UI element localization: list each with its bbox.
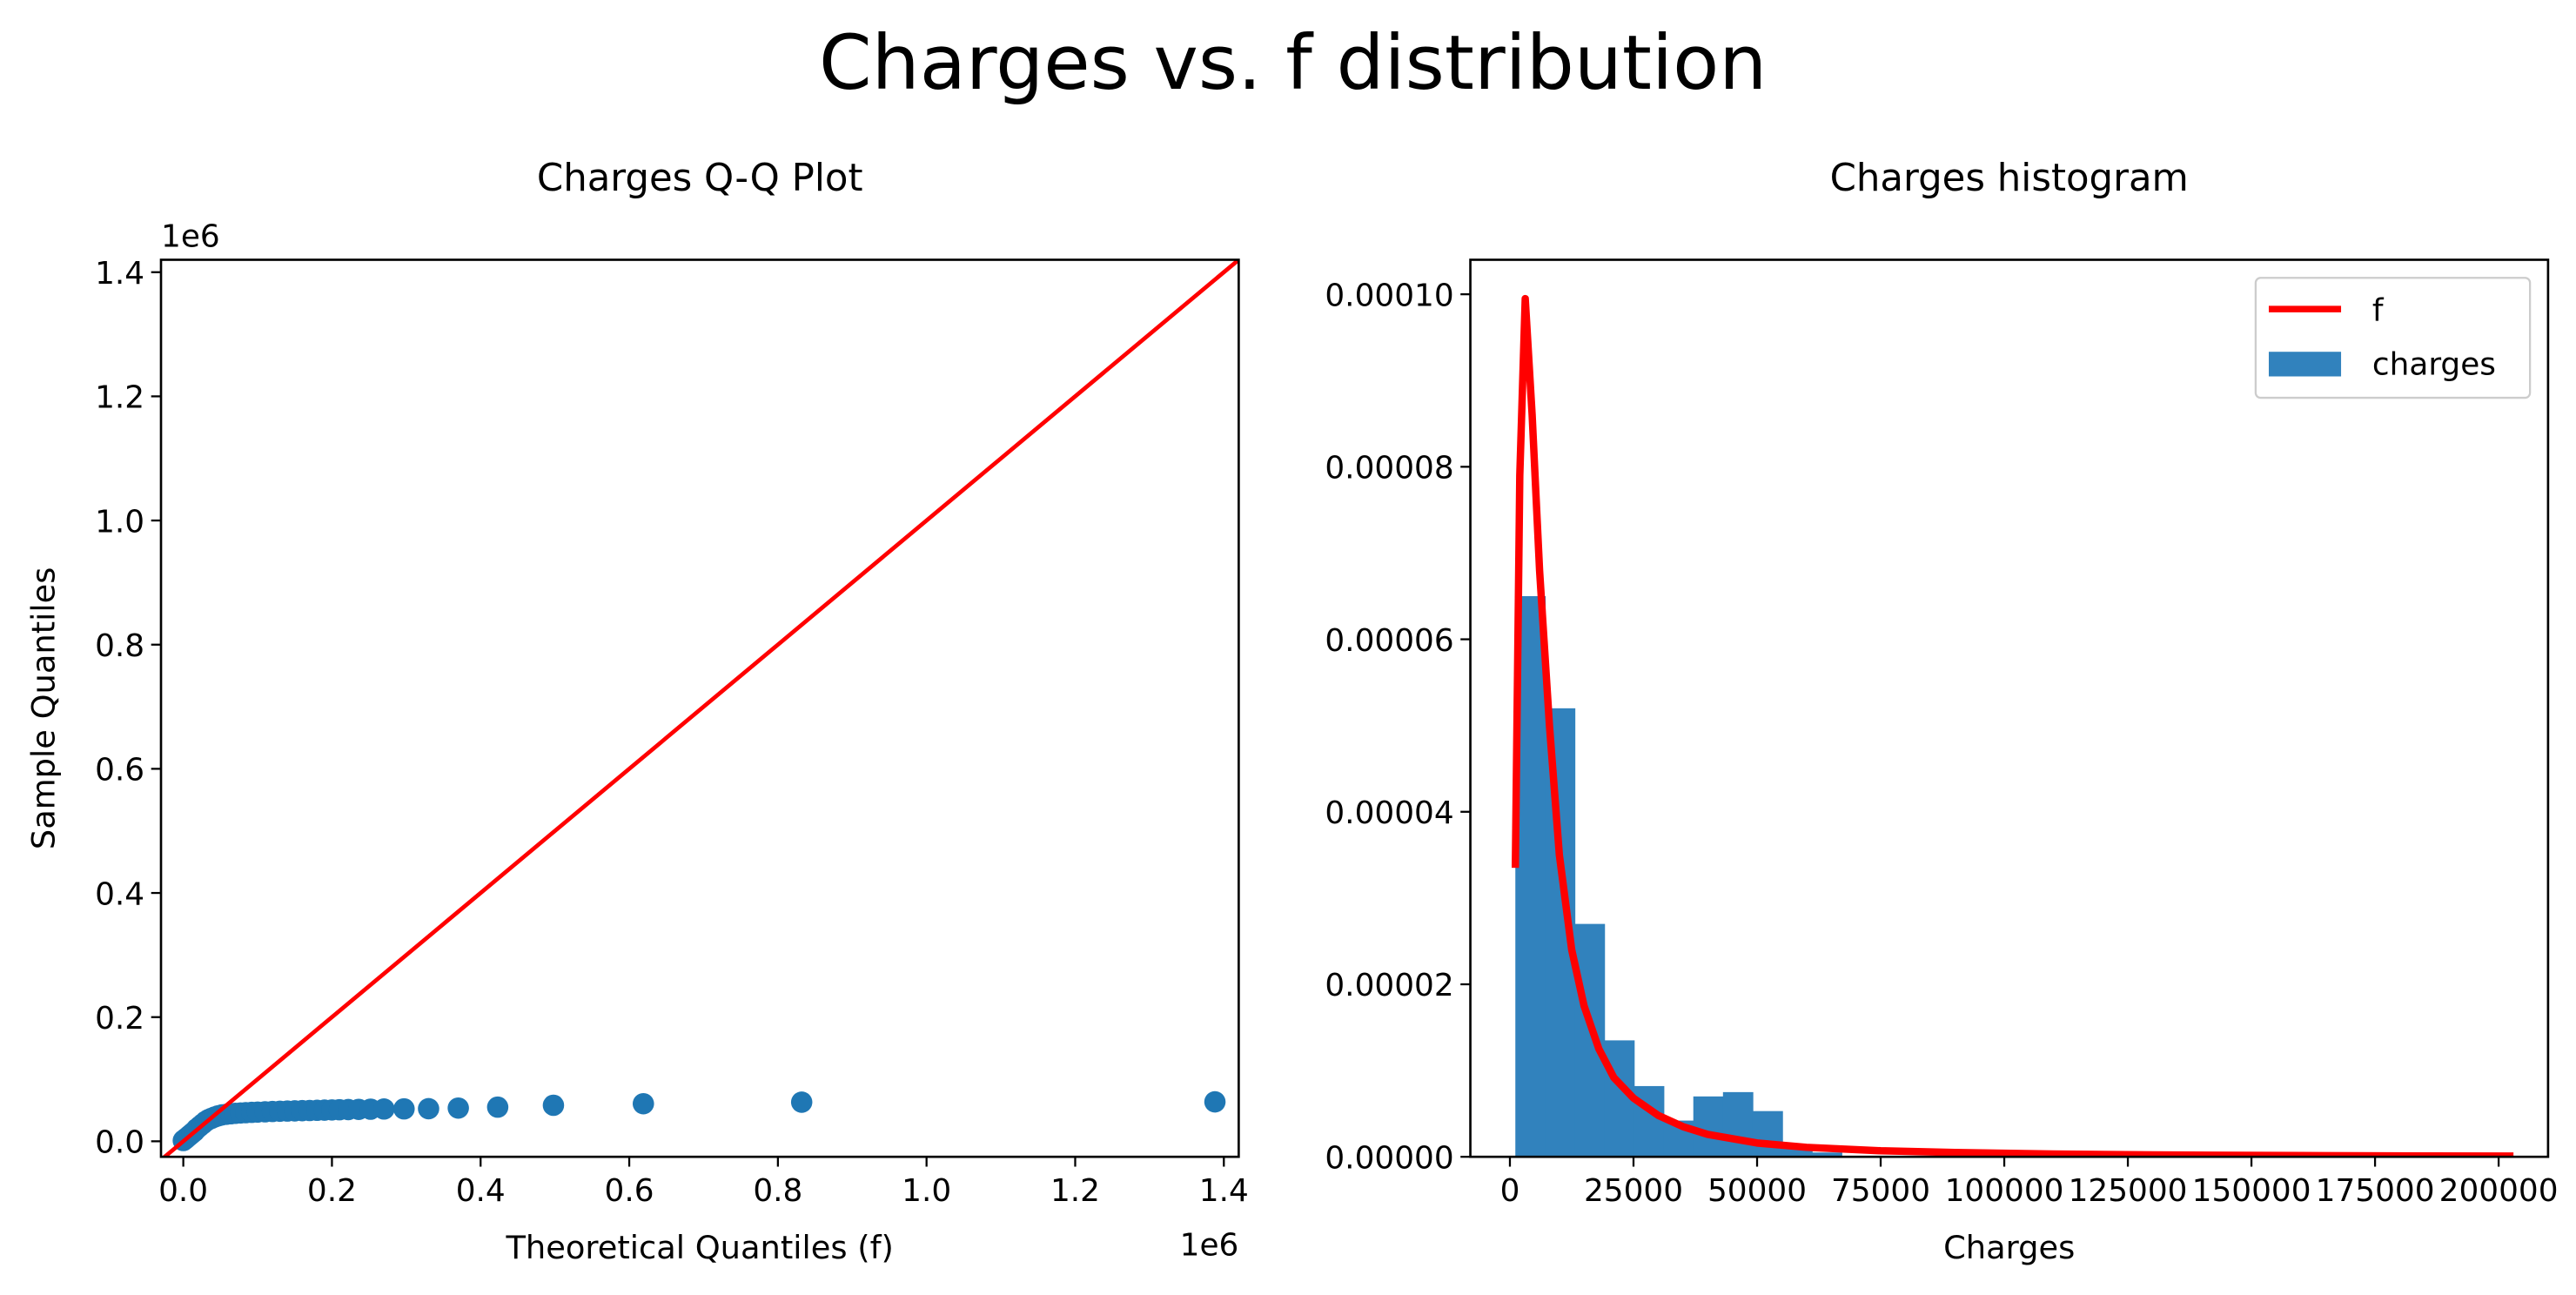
f-density-line	[1511, 294, 2514, 1157]
histogram-y-axis: 0.00000 0.00002 0.00004 0.00006 0.00008 0.000…	[1325, 278, 1471, 1176]
histogram-y-tick-label: 0.00008	[1325, 451, 1453, 486]
qq-x-axis-label: Theoretical Quantiles (f)	[505, 1229, 893, 1266]
histogram-y-tick-label: 0.00006	[1325, 623, 1453, 659]
figure-title: Charges vs. f distribution	[819, 19, 1767, 107]
histogram-x-tick-label: 50000	[1707, 1173, 1807, 1209]
histogram-x-tick-label: 175000	[2316, 1173, 2435, 1209]
qq-plot-frame	[159, 258, 1240, 1158]
qq-y-tick-label: 0.0	[95, 1125, 144, 1161]
qq-y-tick-label: 1.0	[95, 504, 144, 540]
qq-plot-marks	[161, 259, 1239, 1157]
qq-point	[633, 1092, 654, 1115]
qq-x-tick-label: 0.0	[158, 1173, 208, 1209]
legend-f-label: f	[2372, 292, 2385, 328]
histogram-x-tick-label: 0	[1500, 1173, 1520, 1209]
qq-point	[393, 1097, 415, 1120]
qq-x-tick-label: 1.4	[1199, 1173, 1249, 1209]
legend-charges-label: charges	[2372, 347, 2496, 383]
histogram-y-tick-label: 0.00000	[1325, 1140, 1453, 1176]
qq-y-axis: 0.0 0.2 0.4 0.6 0.8 1.0 1.2 1.4	[95, 256, 161, 1161]
qq-point	[1204, 1090, 1226, 1113]
qq-plot-title: Charges Q-Q Plot	[537, 157, 863, 200]
qq-y-tick-label: 0.6	[95, 753, 144, 788]
qq-y-tick-label: 0.8	[95, 628, 144, 664]
qq-x-axis: 0.0 0.2 0.4 0.6 0.8 1.0 1.2 1.4	[158, 1157, 1249, 1209]
histogram-bar	[1693, 1096, 1724, 1157]
qq-y-tick-label: 1.4	[95, 256, 144, 292]
histogram-frame	[1469, 258, 2550, 1158]
histogram-x-tick-label: 100000	[1945, 1173, 2064, 1209]
qq-point	[542, 1094, 565, 1117]
qq-x-tick-label: 0.2	[307, 1173, 357, 1209]
histogram-legend: f charges	[2254, 277, 2532, 399]
histogram-x-tick-label: 75000	[1831, 1173, 1930, 1209]
histogram-bar	[1722, 1091, 1754, 1157]
qq-point	[418, 1097, 439, 1120]
qq-y-axis-label: Sample Quantiles	[24, 567, 62, 850]
qq-y-tick-label: 0.4	[95, 876, 144, 912]
qq-x-tick-label: 0.8	[753, 1173, 802, 1209]
qq-point	[447, 1097, 469, 1119]
histogram-bar	[1752, 1110, 1783, 1157]
qq-reference-line	[161, 259, 1239, 1157]
histogram-y-tick-label: 0.00002	[1325, 968, 1453, 1003]
histogram-panel: Charges histogram 0 25000 50000 75000 100000…	[1325, 157, 2558, 1266]
histogram-y-tick-label: 0.00004	[1325, 795, 1453, 831]
histogram-x-axis-label: Charges	[1943, 1229, 2075, 1266]
histogram-x-axis: 0 25000 50000 75000 100000 125000 150000 175000…	[1500, 1157, 2559, 1209]
qq-y-tick-label: 0.2	[95, 1001, 144, 1037]
histogram-bar	[1633, 1085, 1665, 1157]
histogram-x-tick-label: 125000	[2069, 1173, 2188, 1209]
qq-point	[486, 1096, 509, 1118]
qq-point	[790, 1091, 813, 1113]
histogram-title: Charges histogram	[1830, 157, 2189, 200]
histogram-x-tick-label: 25000	[1584, 1173, 1683, 1209]
qq-x-multiplier: 1e6	[1180, 1227, 1239, 1263]
qq-point	[372, 1098, 395, 1120]
histogram-bar	[1781, 1146, 1813, 1157]
histogram-x-tick-label: 150000	[2192, 1173, 2311, 1209]
legend-charges-swatch	[2268, 352, 2342, 377]
histogram-marks	[1511, 294, 2514, 1157]
qq-x-tick-label: 0.4	[456, 1173, 506, 1209]
qq-y-tick-label: 1.2	[95, 380, 144, 416]
qq-y-multiplier: 1e6	[161, 218, 220, 254]
qq-x-tick-label: 1.2	[1050, 1173, 1100, 1209]
qq-x-tick-label: 0.6	[605, 1173, 654, 1209]
histogram-x-tick-label: 200000	[2439, 1173, 2559, 1209]
histogram-y-tick-label: 0.00010	[1325, 278, 1453, 313]
qq-x-tick-label: 1.0	[902, 1173, 951, 1209]
histogram-bar	[1812, 1152, 1842, 1157]
qq-plot-panel: Charges Q-Q Plot 0.0 0.2 0.4 0.6 0.8 1.0 1.2 1.…	[24, 157, 1249, 1266]
histogram-bar	[1574, 923, 1606, 1157]
